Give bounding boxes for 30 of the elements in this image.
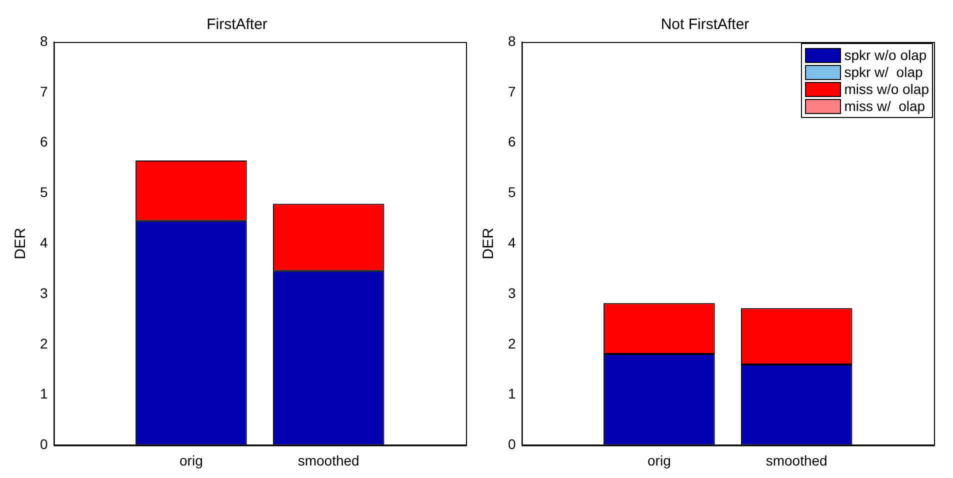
y-tick-label: 8	[40, 32, 48, 49]
x-tick-label: orig	[648, 452, 671, 468]
y-axis-title: DER	[480, 228, 498, 260]
y-tick-label: 5	[40, 184, 48, 200]
y-tick-label: 6	[40, 134, 48, 150]
y-tick-label: 1	[40, 386, 48, 402]
x-tick-label: smoothed	[766, 452, 828, 468]
y-tick-label: 4	[508, 234, 516, 250]
y-tick-label: 2	[40, 335, 48, 352]
y-tick-label: 3	[40, 284, 48, 301]
x-tick-label: smoothed	[298, 452, 360, 468]
y-tick-label: 8	[508, 32, 516, 49]
legend-label: spkr w/ olap	[844, 64, 923, 80]
chart-title: FirstAfter	[206, 16, 268, 34]
y-tick-label: 6	[508, 134, 516, 150]
y-tick-label: 0	[40, 436, 48, 452]
legend-label: spkr w/o olap	[844, 47, 927, 63]
y-tick-label: 7	[40, 83, 48, 100]
legend-label: miss w/o olap	[844, 81, 929, 97]
y-tick-label: 4	[40, 234, 48, 250]
chart-title: Not FirstAfter	[660, 16, 750, 34]
y-tick-label: 2	[508, 335, 516, 352]
y-tick-label: 3	[508, 284, 516, 301]
legend-label: miss w/ olap	[844, 98, 926, 114]
y-tick-label: 5	[508, 184, 516, 200]
y-tick-label: 1	[508, 386, 516, 402]
x-tick-label: orig	[180, 452, 203, 468]
y-tick-label: 0	[508, 436, 516, 452]
y-tick-label: 7	[508, 83, 516, 100]
y-axis-title: DER	[12, 228, 30, 260]
